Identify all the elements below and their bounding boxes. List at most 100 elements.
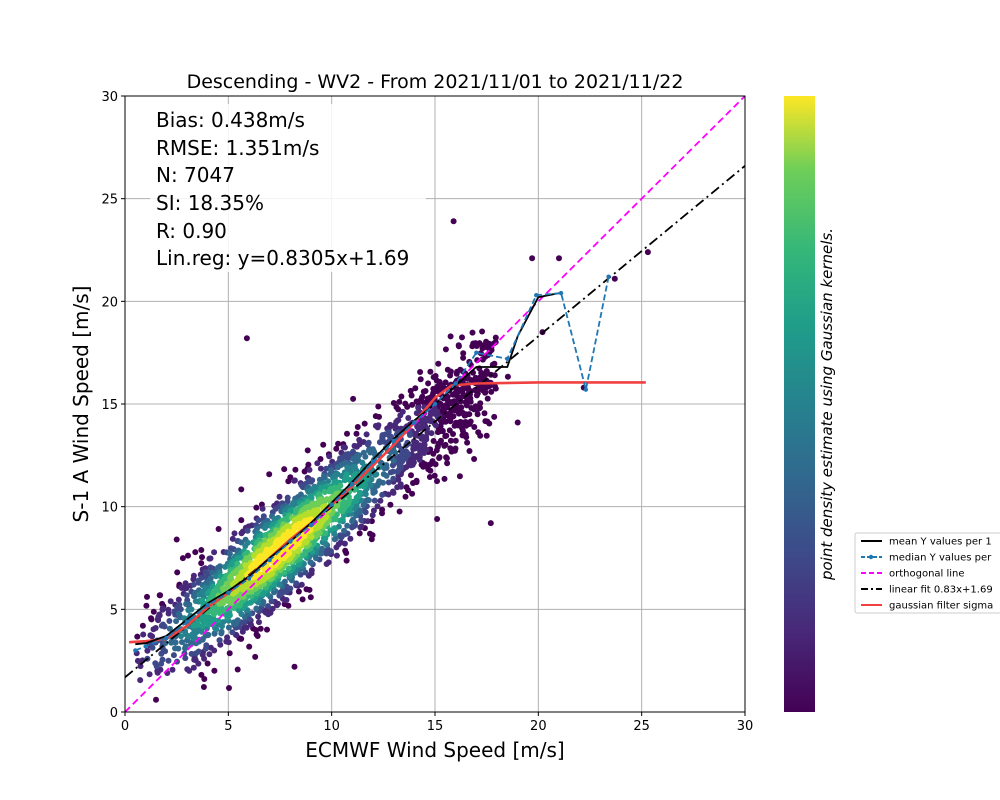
legend-label: mean Y values per 1 bbox=[889, 537, 992, 548]
scatter-point bbox=[249, 522, 255, 529]
scatter-point bbox=[185, 552, 191, 559]
scatter-point bbox=[333, 445, 340, 452]
median-marker bbox=[267, 557, 272, 563]
scatter-point bbox=[190, 581, 197, 588]
chart-title: Descending - WV2 - From 2021/11/01 to 20… bbox=[187, 71, 684, 93]
scatter-point bbox=[357, 489, 363, 496]
scatter-point bbox=[238, 517, 245, 524]
scatter-point bbox=[429, 458, 436, 465]
scatter-point bbox=[472, 374, 479, 381]
scatter-point bbox=[409, 490, 416, 497]
scatter-point bbox=[331, 536, 338, 543]
axis-ticks: 0 5 10 15 20 25 30 0 5 10 15 20 25 30 bbox=[101, 90, 753, 734]
scatter-point bbox=[435, 360, 442, 367]
scatter-point bbox=[203, 642, 210, 649]
scatter-point bbox=[434, 478, 440, 485]
scatter-point bbox=[381, 465, 388, 472]
scatter-point bbox=[134, 633, 141, 640]
scatter-point bbox=[231, 530, 238, 537]
scatter-point bbox=[304, 447, 311, 454]
median-marker bbox=[412, 420, 417, 425]
scatter-point bbox=[514, 419, 521, 426]
scatter-point bbox=[319, 545, 325, 552]
scatter-point bbox=[492, 383, 498, 390]
scatter-point bbox=[291, 477, 298, 484]
median-marker bbox=[133, 648, 138, 653]
stat-si: SI: 18.35% bbox=[156, 191, 264, 215]
scatter-point bbox=[417, 369, 424, 375]
scatter-point bbox=[395, 476, 402, 483]
scatter-point bbox=[211, 603, 218, 610]
scatter-point bbox=[376, 478, 383, 485]
scatter-point bbox=[234, 560, 241, 567]
scatter-point bbox=[390, 475, 397, 482]
scatter-point bbox=[175, 645, 182, 652]
scatter-point bbox=[261, 525, 268, 531]
median-marker bbox=[474, 350, 479, 355]
x-tick-label: 0 bbox=[121, 719, 129, 734]
scatter-point bbox=[356, 530, 363, 537]
scatter-point bbox=[427, 368, 434, 375]
scatter-point bbox=[335, 440, 342, 447]
median-marker bbox=[329, 502, 334, 507]
scatter-point bbox=[170, 652, 177, 659]
scatter-point bbox=[149, 633, 156, 640]
x-tick-label: 10 bbox=[323, 719, 340, 734]
scatter-point bbox=[188, 606, 195, 613]
scatter-point bbox=[377, 497, 384, 504]
scatter-point bbox=[431, 472, 438, 479]
scatter-point bbox=[183, 592, 190, 599]
scatter-point bbox=[174, 569, 181, 576]
series-line bbox=[125, 165, 745, 678]
scatter-point bbox=[376, 413, 382, 420]
scatter-point bbox=[229, 629, 236, 636]
scatter-point bbox=[314, 460, 321, 467]
scatter-point bbox=[308, 478, 314, 485]
scatter-point bbox=[238, 539, 245, 546]
y-tick-label: 30 bbox=[101, 90, 118, 105]
scatter-point bbox=[166, 618, 173, 624]
scatter-point bbox=[184, 666, 191, 673]
scatter-point bbox=[367, 530, 373, 537]
scatter-point bbox=[353, 443, 360, 450]
scatter-point bbox=[468, 405, 475, 411]
scatter-point bbox=[479, 328, 486, 335]
scatter-point bbox=[143, 602, 150, 609]
scatter-point bbox=[387, 501, 394, 508]
scatter-point bbox=[410, 442, 417, 449]
scatter-point bbox=[285, 478, 292, 485]
scatter-point bbox=[644, 249, 651, 256]
scatter-point bbox=[412, 432, 419, 439]
scatter-point bbox=[363, 431, 370, 438]
scatter-point bbox=[155, 617, 162, 624]
scatter-point bbox=[417, 376, 424, 383]
scatter-point bbox=[441, 442, 448, 449]
y-tick-label: 20 bbox=[101, 295, 118, 310]
scatter-point bbox=[362, 453, 369, 460]
scatter-point bbox=[455, 343, 462, 350]
scatter-point bbox=[253, 605, 260, 612]
scatter-point bbox=[477, 400, 484, 407]
scatter-point bbox=[182, 655, 189, 662]
scatter-point bbox=[350, 395, 357, 402]
scatter-point bbox=[215, 617, 222, 624]
scatter-point bbox=[268, 598, 275, 605]
scatter-point bbox=[479, 345, 486, 352]
scatter-point bbox=[462, 399, 469, 406]
scatter-point bbox=[152, 660, 159, 667]
scatter-point bbox=[320, 441, 327, 448]
scatter-point bbox=[248, 593, 255, 600]
scatter-point bbox=[374, 503, 381, 510]
stat-linreg: Lin.reg: y=0.8305x+1.69 bbox=[156, 246, 409, 270]
scatter-point bbox=[342, 444, 348, 451]
scatter-point bbox=[218, 628, 225, 635]
scatter-point bbox=[460, 350, 467, 357]
scatter-point bbox=[152, 625, 159, 631]
scatter-point bbox=[182, 580, 189, 587]
scatter-point bbox=[200, 684, 207, 690]
scatter-point bbox=[398, 448, 405, 454]
scatter-point bbox=[326, 488, 333, 495]
scatter-point bbox=[447, 372, 454, 379]
scatter-point bbox=[276, 493, 283, 500]
